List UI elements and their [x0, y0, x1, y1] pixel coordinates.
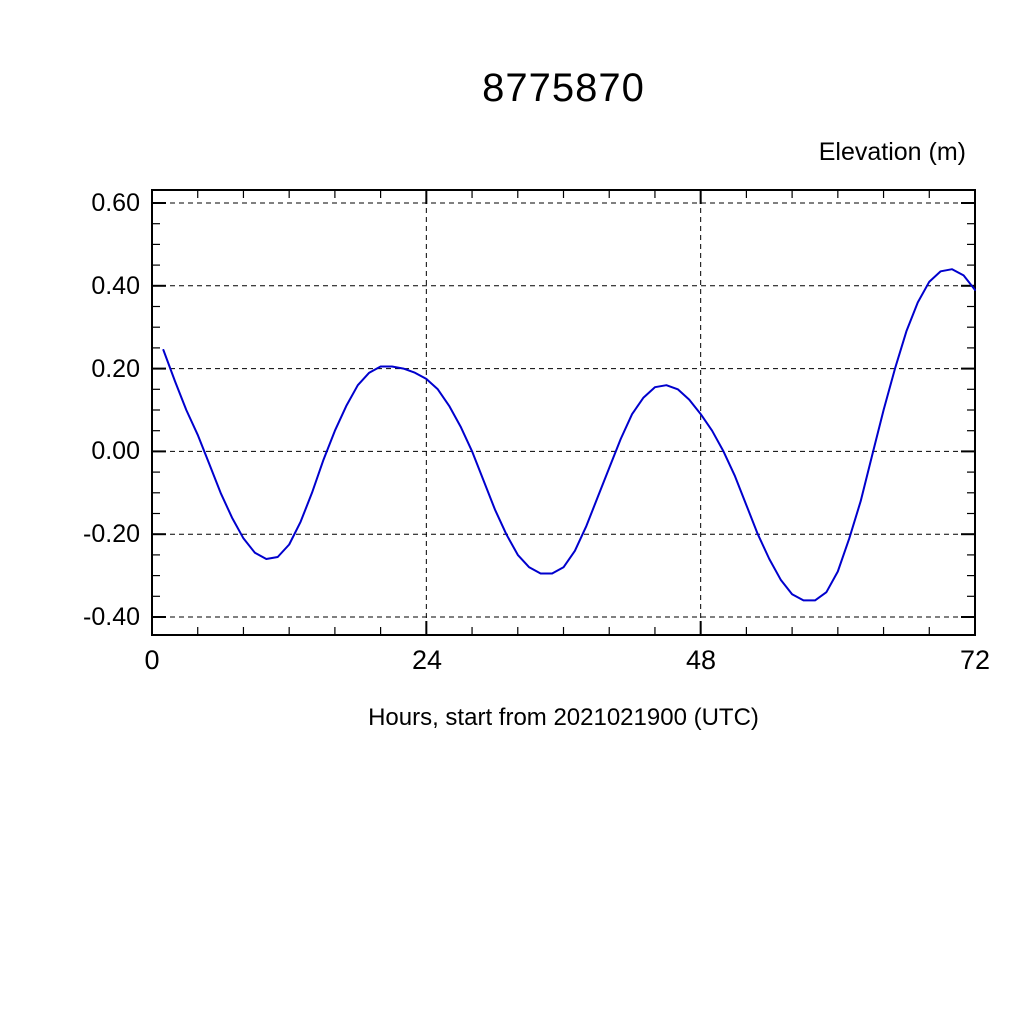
y-tick-label: 0.00: [91, 437, 140, 465]
data-line: [162, 268, 976, 602]
x-tick-label: 72: [959, 645, 991, 675]
x-axis-title: Hours, start from 2021021900 (UTC): [368, 704, 759, 731]
x-tick-label: 24: [411, 645, 443, 675]
chart-title: 8775870: [482, 66, 645, 110]
y-tick-label: 0.60: [91, 189, 140, 217]
y-tick-label: -0.20: [83, 520, 140, 548]
x-tick-label: 0: [144, 645, 160, 675]
y-tick-label: 0.40: [91, 272, 140, 300]
x-tick-label: 48: [685, 645, 717, 675]
y-axis-title: Elevation (m): [818, 138, 966, 166]
y-tick-label: -0.40: [83, 603, 140, 631]
y-tick-label: 0.20: [91, 355, 140, 383]
